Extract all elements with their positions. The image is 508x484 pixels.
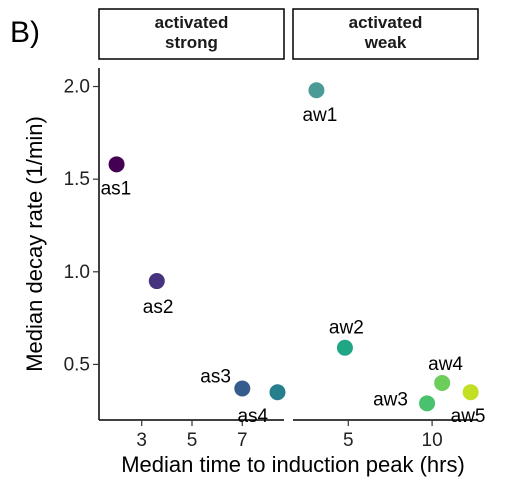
point-label-as2: as2 bbox=[143, 297, 174, 318]
point-aw2 bbox=[336, 339, 353, 356]
point-aw1 bbox=[308, 82, 325, 99]
x-axis-title: Median time to induction peak (hrs) bbox=[121, 452, 465, 477]
point-label-as3: as3 bbox=[200, 367, 231, 388]
point-aw5 bbox=[462, 384, 479, 401]
x-tick-label: 5 bbox=[187, 430, 198, 451]
facet-strip-weak-line2: weak bbox=[364, 33, 407, 52]
x-tick-label: 7 bbox=[237, 430, 248, 451]
y-ticks: 0.5 1.0 1.5 2.0 bbox=[64, 77, 99, 375]
point-label-as4: as4 bbox=[237, 406, 268, 427]
point-label-aw1: aw1 bbox=[302, 105, 337, 126]
y-tick-label: 1.5 bbox=[64, 169, 90, 190]
point-as1 bbox=[108, 156, 125, 173]
facet-strip-strong-line2: strong bbox=[165, 33, 218, 52]
y-axis-title: Median decay rate (1/min) bbox=[22, 116, 47, 372]
x-tick-label: 3 bbox=[136, 430, 147, 451]
point-as4 bbox=[269, 384, 286, 401]
point-label-as1: as1 bbox=[101, 178, 132, 199]
point-label-aw4: aw4 bbox=[428, 354, 463, 375]
panel-letter: B) bbox=[10, 16, 40, 49]
point-aw3 bbox=[419, 395, 436, 412]
y-tick-label: 2.0 bbox=[64, 77, 90, 98]
facet-strip-weak bbox=[292, 8, 479, 60]
point-label-aw5: aw5 bbox=[451, 406, 486, 427]
axes bbox=[98, 68, 478, 421]
facet-strip-strong-line1: activated bbox=[155, 13, 229, 32]
point-aw4 bbox=[434, 374, 451, 391]
x-tick-label: 5 bbox=[343, 430, 354, 451]
facet-strip-strong bbox=[98, 8, 285, 60]
facet-strip-weak-line1: activated bbox=[349, 13, 423, 32]
point-label-aw2: aw2 bbox=[329, 318, 364, 339]
data-points: as1 as2 as3 as4 aw1 aw2 aw3 aw4 aw5 bbox=[101, 82, 486, 427]
x-tick-label: 10 bbox=[422, 430, 443, 451]
y-tick-label: 0.5 bbox=[64, 354, 90, 375]
y-tick-label: 1.0 bbox=[64, 262, 90, 283]
point-as2 bbox=[148, 273, 165, 290]
x-ticks: 3 5 7 5 10 bbox=[136, 420, 443, 451]
facet-strips: activated strong activated weak bbox=[98, 8, 479, 60]
point-label-aw3: aw3 bbox=[373, 389, 408, 410]
point-as3 bbox=[234, 380, 251, 397]
